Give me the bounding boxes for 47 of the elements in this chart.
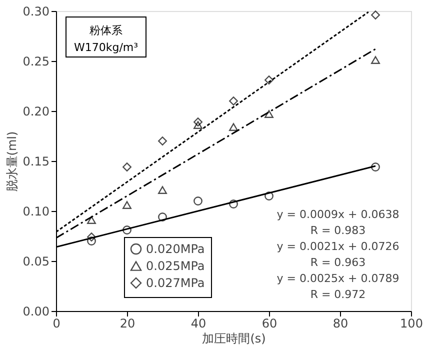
- x-tick-label: 80: [332, 316, 348, 330]
- point: [87, 232, 96, 242]
- point: [122, 162, 132, 172]
- point: [264, 76, 274, 84]
- point: [87, 216, 96, 224]
- point: [229, 200, 238, 208]
- legend-label: 0.020MPa: [146, 242, 205, 256]
- x-tick-label: 0: [52, 316, 60, 330]
- point: [264, 192, 274, 200]
- annotation: R = 0.972: [310, 288, 366, 301]
- point: [229, 123, 238, 131]
- point: [158, 212, 167, 222]
- point: [264, 110, 274, 118]
- legend-label: 0.027MPa: [146, 276, 205, 290]
- annotation: y = 0.0025x + 0.0789: [276, 272, 400, 285]
- point: [194, 196, 202, 206]
- annotation: y = 0.0009x + 0.0638: [276, 208, 400, 221]
- x-axis-title: 加圧時間(s): [202, 332, 266, 346]
- y-tick-label: 0.15: [22, 154, 50, 168]
- point: [194, 118, 202, 126]
- y-axis-title: 脱水量(ml): [4, 131, 19, 192]
- y-tick-label: 0.25: [22, 54, 50, 68]
- point: [194, 121, 202, 129]
- annotation: 粉体系: [90, 24, 122, 37]
- x-tick-label: 40: [190, 316, 206, 330]
- point: [371, 10, 380, 20]
- x-tick-label: 60: [262, 316, 278, 330]
- annotation: W170kg/m³: [74, 41, 138, 54]
- point: [371, 56, 380, 64]
- x-tick-label: 20: [120, 316, 136, 330]
- annotation: y = 0.0021x + 0.0726: [276, 240, 400, 253]
- y-tick-label: 0.05: [22, 254, 50, 268]
- point: [371, 162, 380, 172]
- point: [122, 226, 132, 234]
- y-tick-label: 0.20: [22, 104, 50, 118]
- y-tick-label: 0.00: [22, 304, 50, 318]
- point: [229, 96, 238, 106]
- point: [122, 201, 132, 209]
- annotation: R = 0.963: [310, 256, 366, 269]
- y-tick-label: 0.30: [22, 4, 50, 18]
- legend-label: 0.025MPa: [146, 259, 205, 273]
- point: [158, 186, 167, 194]
- x-tick-label: 100: [400, 316, 423, 330]
- annotation: R = 0.983: [310, 224, 366, 237]
- point: [158, 136, 167, 146]
- point: [87, 236, 96, 246]
- y-tick-label: 0.10: [22, 204, 50, 218]
